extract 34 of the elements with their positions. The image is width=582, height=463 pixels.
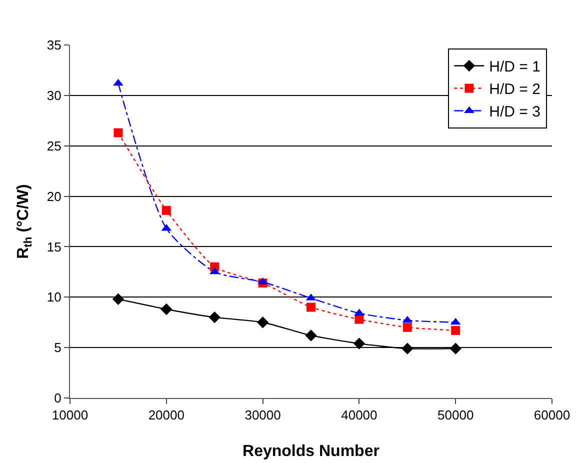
- point: [112, 293, 124, 306]
- point: [402, 322, 412, 332]
- y-tick-label: 5: [54, 340, 62, 356]
- x-axis-title: Reynolds Number: [242, 443, 380, 460]
- point: [305, 330, 317, 342]
- point: [451, 326, 460, 335]
- point: [354, 308, 364, 316]
- legend-label: H/D = 3: [489, 104, 540, 121]
- y-tick-label: 0: [54, 390, 62, 406]
- x-tick-label: 10000: [52, 408, 88, 423]
- point: [353, 338, 366, 350]
- legend-label: H/D = 2: [489, 81, 540, 98]
- legend-label: H/D = 1: [489, 58, 540, 76]
- y-tick-label: 30: [46, 88, 62, 103]
- point: [114, 128, 123, 138]
- y-tick-label: 35: [46, 38, 62, 53]
- y-tick-label: 20: [46, 188, 62, 204]
- point: [402, 342, 414, 354]
- point: [162, 206, 171, 215]
- point: [113, 78, 124, 86]
- point: [256, 316, 269, 328]
- point: [160, 303, 172, 316]
- x-tick-label: 60000: [534, 408, 570, 423]
- x-tick-label: 20000: [148, 408, 184, 423]
- y-tick-label: 15: [46, 239, 62, 254]
- x-tick-label: 30000: [244, 408, 281, 423]
- point: [450, 342, 462, 354]
- point: [306, 302, 316, 312]
- x-tick-label: 40000: [341, 408, 378, 423]
- y-tick-label: 25: [46, 138, 62, 154]
- point: [354, 314, 364, 324]
- x-tick-label: 50000: [438, 408, 474, 423]
- y-tick-label: 10: [46, 290, 62, 305]
- point: [208, 311, 220, 324]
